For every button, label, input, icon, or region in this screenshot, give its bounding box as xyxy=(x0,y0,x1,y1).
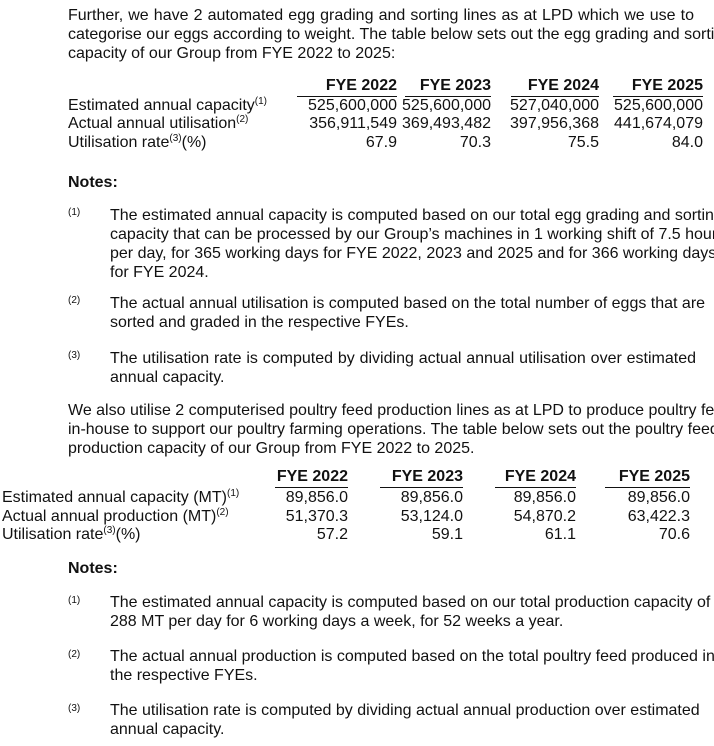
row-label: Estimated annual capacity(1) xyxy=(68,96,268,115)
table-cell: 527,040,000 xyxy=(510,97,599,114)
note-marker: (1) xyxy=(68,595,81,606)
table-cell: 89,856.0 xyxy=(400,489,463,506)
note-line: annual capacity. xyxy=(110,721,225,738)
table-cell: 57.2 xyxy=(316,526,348,543)
note-line: for FYE 2024. xyxy=(110,264,209,281)
note-marker: (2) xyxy=(68,649,81,660)
column-header: FYE 2022 xyxy=(297,76,397,97)
note-line: The estimated annual capacity is compute… xyxy=(110,594,711,611)
table-cell: 70.6 xyxy=(658,526,690,543)
column-header: FYE 2025 xyxy=(605,467,690,488)
notes-title: Notes: xyxy=(68,560,118,577)
note-line: The actual annual utilisation is compute… xyxy=(110,295,706,312)
column-header: FYE 2023 xyxy=(405,76,491,97)
row-label: Actual annual utilisation(2) xyxy=(68,114,249,133)
paragraph-line: capacity of our Group from FYE 2022 to 2… xyxy=(68,45,396,62)
table-cell: 63,422.3 xyxy=(627,508,690,525)
note-marker: (1) xyxy=(68,207,81,218)
row-label: Actual annual production (MT)(2) xyxy=(2,507,229,526)
note-marker: (2) xyxy=(68,295,81,306)
column-header: FYE 2025 xyxy=(613,76,703,97)
table-cell: 525,600,000 xyxy=(402,97,491,114)
note-line: capacity that can be processed by our Gr… xyxy=(110,226,714,243)
note-line: annual capacity. xyxy=(110,369,225,386)
paragraph-line: Further, we have 2 automated egg grading… xyxy=(68,7,694,24)
table-cell: 89,856.0 xyxy=(627,489,690,506)
note-line: per day, for 365 working days for FYE 20… xyxy=(110,245,714,262)
note-line: The estimated annual capacity is compute… xyxy=(110,207,714,224)
row-label: Utilisation rate(3)(%) xyxy=(2,525,141,544)
table-cell: 369,493,482 xyxy=(402,115,491,132)
column-header: FYE 2024 xyxy=(511,76,599,97)
column-header: FYE 2023 xyxy=(380,467,463,488)
table-cell: 84.0 xyxy=(671,134,703,151)
row-label: Estimated annual capacity (MT)(1) xyxy=(2,488,240,507)
paragraph-line: categorise our eggs according to weight.… xyxy=(68,26,714,43)
note-line: the respective FYEs. xyxy=(110,667,258,684)
note-marker: (3) xyxy=(68,703,81,714)
note-line: sorted and graded in the respective FYEs… xyxy=(110,314,409,331)
note-line: The utilisation rate is computed by divi… xyxy=(110,350,696,367)
paragraph-line: production capacity of our Group from FY… xyxy=(68,440,475,457)
paragraph-line: in-house to support our poultry farming … xyxy=(68,421,714,438)
column-header: FYE 2024 xyxy=(495,467,576,488)
table-cell: 54,870.2 xyxy=(513,508,576,525)
note-line: 288 MT per day for 6 working days a week… xyxy=(110,613,564,630)
column-header: FYE 2022 xyxy=(275,467,348,488)
table-cell: 61.1 xyxy=(544,526,576,543)
notes-title: Notes: xyxy=(68,174,118,191)
table-cell: 51,370.3 xyxy=(285,508,348,525)
table-cell: 525,600,000 xyxy=(614,97,703,114)
table-cell: 356,911,549 xyxy=(309,115,397,132)
note-line: The actual annual production is computed… xyxy=(110,648,714,665)
row-label: Utilisation rate(3)(%) xyxy=(68,133,207,152)
note-marker: (3) xyxy=(68,350,81,361)
paragraph-line: We also utilise 2 computerised poultry f… xyxy=(68,402,714,419)
table-cell: 89,856.0 xyxy=(285,489,348,506)
note-line: The utilisation rate is computed by divi… xyxy=(110,702,700,719)
table-cell: 441,674,079 xyxy=(614,115,703,132)
table-cell: 75.5 xyxy=(567,134,599,151)
table-cell: 70.3 xyxy=(459,134,491,151)
table-cell: 397,956,368 xyxy=(510,115,599,132)
table-cell: 525,600,000 xyxy=(308,97,397,114)
table-cell: 53,124.0 xyxy=(400,508,463,525)
table-cell: 89,856.0 xyxy=(513,489,576,506)
table-cell: 59.1 xyxy=(431,526,463,543)
table-cell: 67.9 xyxy=(365,134,397,151)
